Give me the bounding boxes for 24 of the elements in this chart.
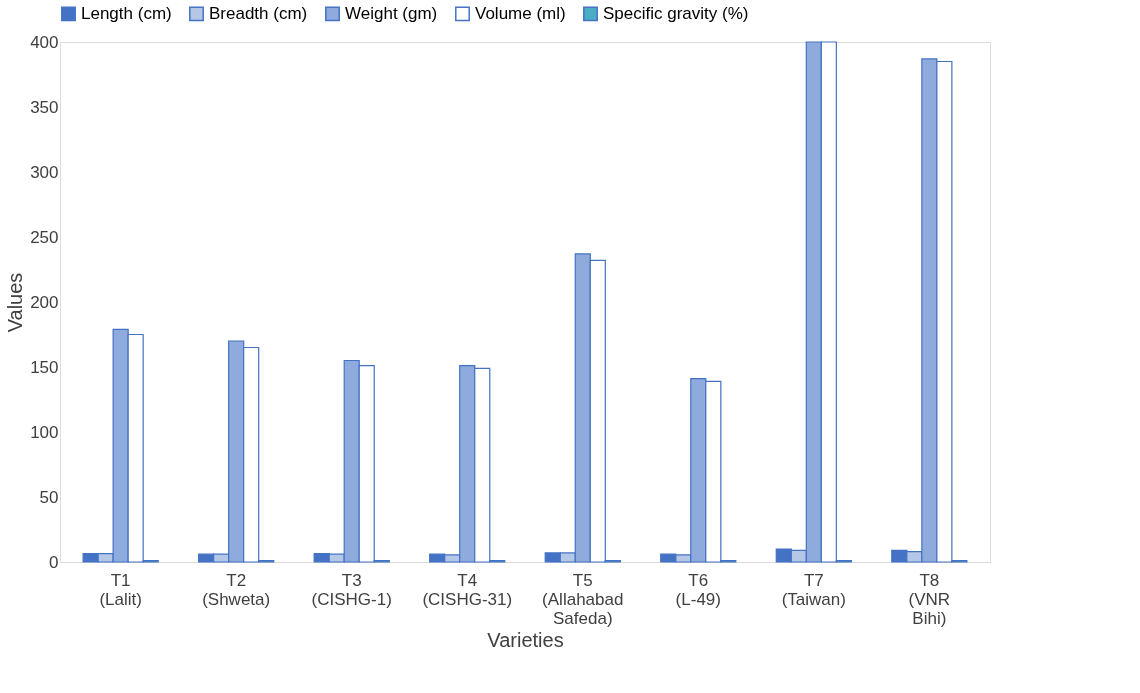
x-tick-label: T1 (Lalit) — [99, 570, 142, 609]
legend-label: Volume (ml) — [475, 3, 566, 23]
y-tick-label: 250 — [30, 227, 59, 247]
x-axis-title: Varieties — [487, 628, 564, 651]
y-tick-label: 150 — [30, 357, 59, 377]
y-tick-label: 200 — [30, 292, 59, 312]
x-tick-label: T2 (Shweta) — [202, 570, 271, 609]
x-tick-label: T8 (VNR Bihi) — [908, 570, 951, 628]
y-tick-label: 0 — [49, 552, 59, 572]
y-tick-label: 100 — [30, 422, 59, 442]
y-tick-label: 350 — [30, 97, 59, 117]
legend-label: Weight (gm) — [345, 3, 438, 23]
x-tick-label: T4 (CISHG-31) — [422, 570, 513, 609]
legend-label: Specific gravity (%) — [603, 3, 749, 23]
x-tick-label: T7 (Taiwan) — [781, 570, 846, 609]
y-tick-label: 300 — [30, 162, 59, 182]
y-axis-title: Values — [4, 272, 27, 333]
x-tick-label: T5 (Allahabad Safeda) — [542, 570, 624, 628]
x-tick-label: T3 (CISHG-1) — [311, 570, 392, 609]
y-tick-label: 50 — [39, 487, 59, 507]
legend-label: Breadth (cm) — [209, 3, 308, 23]
x-tick-label: T6 (L-49) — [675, 570, 721, 609]
y-tick-label: 400 — [30, 32, 59, 52]
legend-label: Length (cm) — [81, 3, 172, 23]
